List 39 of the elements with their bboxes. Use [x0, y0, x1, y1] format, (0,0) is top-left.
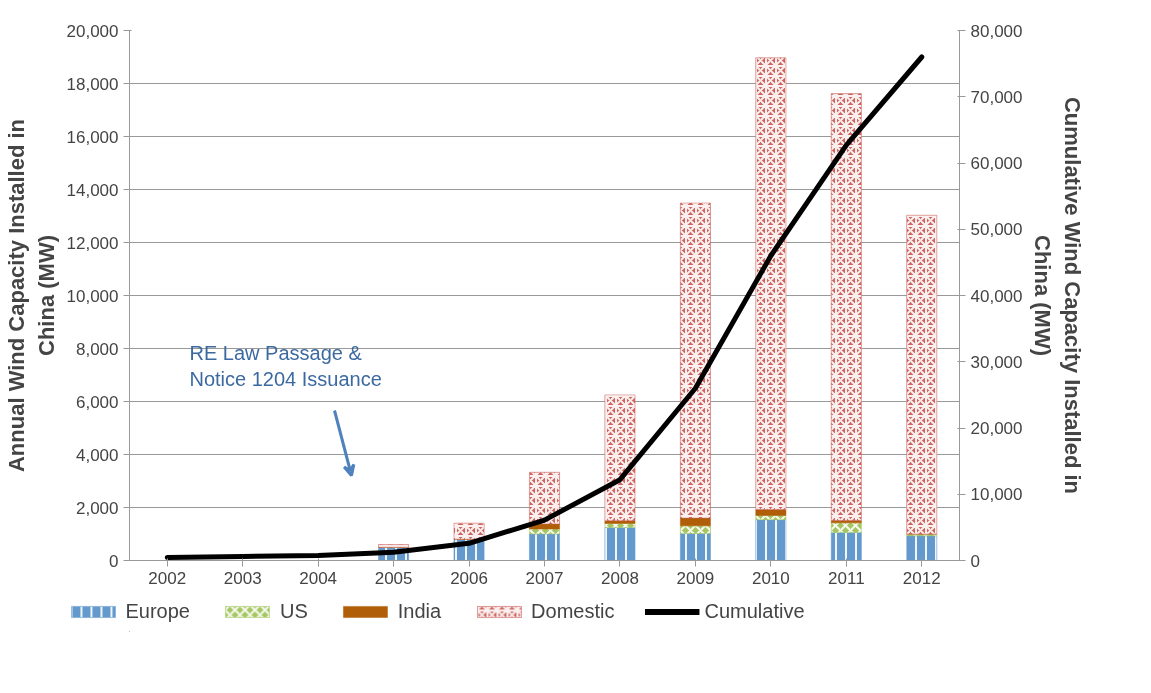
- y2-axis-title: Cumulative Wind Capacity Installed in China (MW): [1030, 96, 1086, 495]
- y-tick-label: 14,000: [66, 180, 119, 200]
- x-tick-label: 2003: [223, 568, 262, 588]
- y-tick-label: 6,000: [75, 392, 119, 412]
- x-tick-label: 2002: [148, 568, 187, 588]
- y2-tick-label: 0: [970, 551, 980, 571]
- y2-tick-label: 40,000: [970, 286, 1023, 306]
- y2-tick-label: 70,000: [970, 87, 1023, 107]
- y2-tick-label: 80,000: [970, 21, 1023, 41]
- legend-label: India: [397, 599, 442, 623]
- y-axis-title: Annual Wind Capacity Installed in China (MW): [3, 118, 59, 473]
- y-tick-label: 4,000: [75, 445, 119, 465]
- x-tick-label: 2004: [299, 568, 338, 588]
- x-tick-label: 2007: [525, 568, 564, 588]
- y-tick-label: 16,000: [66, 127, 119, 147]
- x-tick-label: 2009: [676, 568, 715, 588]
- x-tick-label: 2012: [902, 568, 941, 588]
- x-tick-label: 2011: [828, 568, 865, 588]
- y-tick-label: 18,000: [66, 74, 119, 94]
- y-tick-label: 0: [109, 551, 119, 571]
- y2-tick-label: 50,000: [970, 220, 1023, 240]
- y-tick-label: 2,000: [75, 498, 119, 518]
- legend-label: Europe: [125, 599, 190, 623]
- x-tick-label: 2008: [601, 568, 639, 588]
- x-tick-label: 2010: [751, 568, 790, 588]
- y-tick-label: 12,000: [66, 233, 119, 253]
- y-tick-label: 8,000: [75, 339, 119, 359]
- y2-tick-label: 20,000: [970, 419, 1023, 438]
- y-tick-label: 10,000: [66, 286, 119, 306]
- y2-tick-label: 30,000: [970, 352, 1023, 372]
- legend-label: US: [279, 599, 308, 623]
- legend-label: Cumulative: [704, 599, 805, 623]
- y2-tick-label: 60,000: [970, 154, 1023, 173]
- y-tick-label: 20,000: [66, 21, 119, 41]
- annotation: RE Law Passage & Notice 1204 Issuance: [189, 342, 382, 391]
- legend-label: Domestic: [531, 599, 615, 623]
- x-tick-label: 2005: [374, 568, 413, 588]
- y2-tick-label: 10,000: [970, 485, 1023, 505]
- x-tick-label: 2006: [450, 568, 488, 588]
